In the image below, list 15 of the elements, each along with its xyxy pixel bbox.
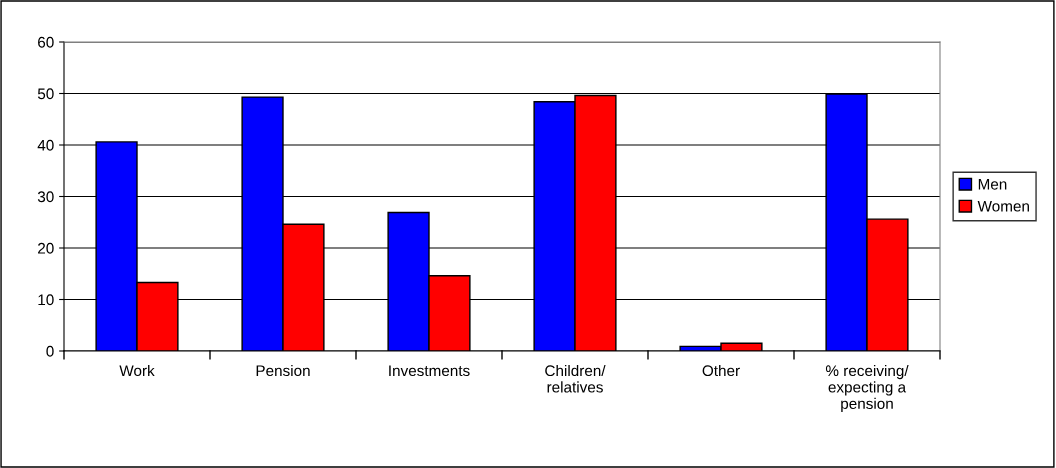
x-tick-label: Other (702, 364, 740, 377)
x-tick-label: Investments (389, 365, 470, 377)
y-tick-label: 0 (46, 345, 54, 357)
y-tick-label: 50 (37, 88, 54, 100)
y-tick-label: 30 (37, 191, 54, 203)
y-tick-label: 40 (37, 139, 54, 151)
y-tick-label: 20 (38, 242, 54, 254)
legend-label: Men (978, 179, 1007, 190)
x-tick-label: Pension (256, 364, 310, 377)
y-tick-label: 60 (38, 36, 54, 48)
legend-label: Women (977, 200, 1029, 212)
x-tick-label: Children/ relatives (545, 364, 606, 393)
x-tick-label: % receiving/ expecting a pension (825, 364, 909, 413)
x-tick-label: Work (119, 364, 155, 377)
y-tick-label: 10 (38, 294, 54, 306)
